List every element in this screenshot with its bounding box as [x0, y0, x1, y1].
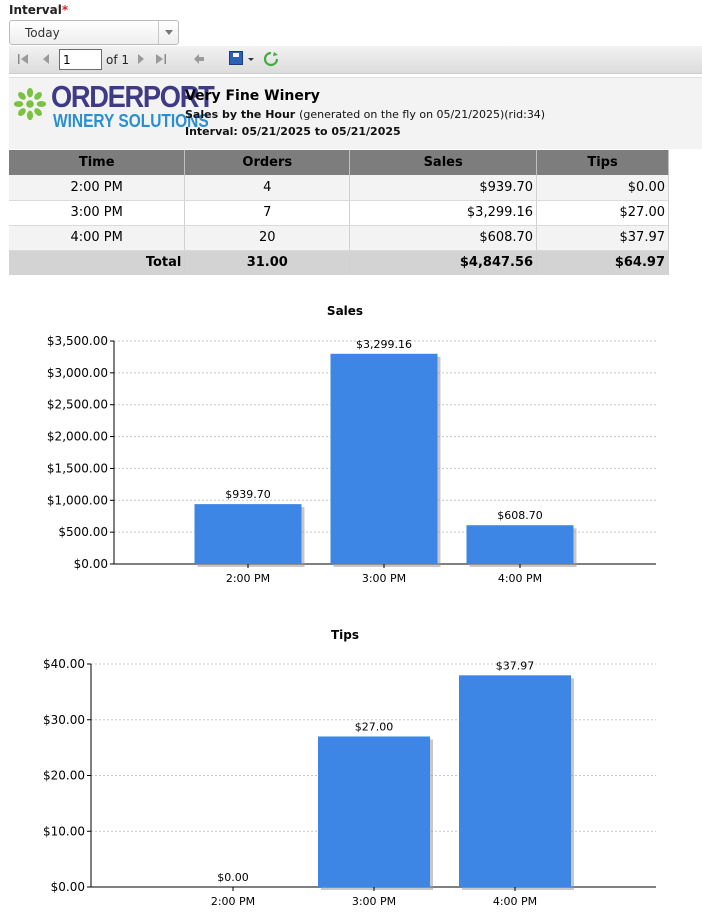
x-tick-label: 2:00 PM [211, 895, 255, 908]
logo-wordmark-bottom: WINERY SOLUTIONS [53, 111, 209, 131]
bar [330, 353, 438, 564]
y-tick-label: $10.00 [43, 824, 85, 838]
company-name: Very Fine Winery [185, 88, 320, 104]
tips-chart-svg: Tips $0.00 $10.00 $20.00 $30.00 $40.00 $0.00 2:… [43, 628, 656, 908]
interval-label: Interval* [9, 3, 68, 17]
interval-label-text: Interval [9, 3, 62, 17]
table-row: 4:00 PM 20 $608.70 $37.97 [9, 225, 669, 251]
sales-table: Time Orders Sales Tips 2:00 PM 4 $939.70… [9, 150, 669, 275]
page-number-input[interactable] [59, 49, 102, 70]
y-tick-label: $0.00 [51, 880, 85, 894]
y-tick-label: $3,500.00 [47, 334, 108, 348]
interval-selected-value: Today [25, 26, 60, 40]
report-title-text: Sales by the Hour [185, 108, 296, 121]
cell-tips: $0.00 [536, 175, 669, 201]
interval-select[interactable]: Today [9, 20, 179, 45]
chart-title: Sales [327, 304, 363, 318]
x-tick-label: 4:00 PM [493, 895, 537, 908]
refresh-icon[interactable] [263, 51, 279, 67]
total-label: Total [9, 250, 186, 275]
y-tick-label: $2,500.00 [47, 398, 108, 412]
cell-time: 4:00 PM [9, 225, 186, 251]
sales-chart-svg: Sales $0.00 $500.00 $1,000.00 $1,500.00 $2,00… [47, 304, 656, 585]
cell-sales: $608.70 [349, 225, 538, 251]
y-tick-label: $500.00 [58, 525, 108, 539]
bar [194, 504, 302, 564]
header-orders: Orders [184, 150, 351, 175]
total-tips: $64.97 [536, 250, 669, 275]
cell-orders: 20 [184, 225, 351, 251]
cell-sales: $939.70 [349, 175, 538, 201]
data-label: $3,299.16 [356, 338, 412, 351]
report-toolbar: of 1 [9, 46, 702, 74]
first-page-icon[interactable] [16, 51, 30, 67]
x-tick-label: 3:00 PM [362, 572, 406, 585]
cell-time: 3:00 PM [9, 200, 186, 226]
total-orders: 31.00 [184, 250, 351, 275]
chevron-down-icon[interactable] [158, 21, 178, 44]
save-dropdown-icon[interactable] [247, 51, 255, 67]
header-tips: Tips [536, 150, 669, 175]
report-title: Sales by the Hour (generated on the fly … [185, 108, 545, 121]
last-page-icon[interactable] [154, 51, 168, 67]
cell-orders: 7 [184, 200, 351, 226]
next-page-icon[interactable] [134, 51, 148, 67]
y-tick-label: $3,000.00 [47, 366, 108, 380]
report-header: ORDERPORT WINERY SOLUTIONS Very Fine Win… [9, 77, 702, 149]
y-tick-label: $1,500.00 [47, 461, 108, 475]
total-sales: $4,847.56 [349, 250, 538, 275]
previous-page-icon[interactable] [39, 51, 53, 67]
bar [459, 675, 571, 887]
data-label: $37.97 [496, 659, 535, 672]
tips-chart: Tips $0.00 $10.00 $20.00 $30.00 $40.00 $0.00 2:… [0, 620, 702, 917]
data-label: $939.70 [225, 488, 271, 501]
table-header-row: Time Orders Sales Tips [9, 150, 669, 175]
chart-title: Tips [331, 628, 359, 642]
orderport-logo: ORDERPORT WINERY SOLUTIONS [11, 80, 215, 133]
cell-sales: $3,299.16 [349, 200, 538, 226]
data-label: $27.00 [355, 720, 394, 733]
table-row: 2:00 PM 4 $939.70 $0.00 [9, 175, 669, 201]
cell-orders: 4 [184, 175, 351, 201]
data-label: $608.70 [497, 509, 543, 522]
y-tick-label: $0.00 [74, 557, 108, 571]
y-tick-label: $2,000.00 [47, 430, 108, 444]
sales-chart: Sales $0.00 $500.00 $1,000.00 $1,500.00 $2,00… [0, 296, 702, 592]
x-tick-label: 3:00 PM [352, 895, 396, 908]
header-time: Time [9, 150, 186, 175]
report-interval: Interval: 05/21/2025 to 05/21/2025 [185, 125, 401, 138]
back-icon[interactable] [192, 51, 206, 67]
data-label: $0.00 [217, 871, 249, 884]
bar [318, 736, 430, 887]
y-tick-label: $20.00 [43, 769, 85, 783]
bar [466, 525, 574, 564]
header-sales: Sales [349, 150, 538, 175]
cell-time: 2:00 PM [9, 175, 186, 201]
required-mark: * [61, 3, 69, 17]
cell-tips: $27.00 [536, 200, 669, 226]
y-tick-label: $30.00 [43, 713, 85, 727]
y-tick-label: $40.00 [43, 657, 85, 671]
report-generated-note: (generated on the fly on 05/21/2025)(rid… [299, 108, 546, 121]
table-total-row: Total 31.00 $4,847.56 $64.97 [9, 250, 669, 275]
save-icon-glyph [229, 51, 243, 65]
grape-cluster-icon [13, 87, 47, 121]
save-icon[interactable] [229, 51, 245, 67]
logo-wordmark-top: ORDERPORT [51, 79, 215, 114]
y-tick-label: $1,000.00 [47, 493, 108, 507]
x-tick-label: 2:00 PM [226, 572, 270, 585]
table-row: 3:00 PM 7 $3,299.16 $27.00 [9, 200, 669, 226]
page-count: of 1 [106, 53, 130, 67]
cell-tips: $37.97 [536, 225, 669, 251]
x-tick-label: 4:00 PM [498, 572, 542, 585]
